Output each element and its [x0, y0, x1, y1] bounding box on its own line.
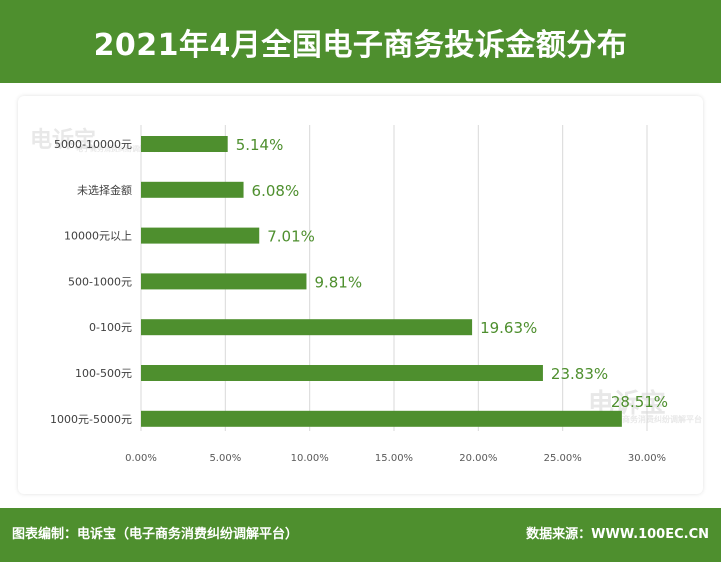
chart-header: 2021年4月全国电子商务投诉金额分布 [0, 0, 721, 83]
category-label: 10000元以上 [64, 230, 132, 243]
x-tick-label: 10.00% [291, 453, 329, 464]
data-label: 5.14% [236, 136, 284, 154]
watermark-sub-bottom: 电子商务消费纠纷调解平台 [606, 415, 702, 424]
category-label: 未选择金额 [77, 183, 132, 197]
x-tick-label: 25.00% [544, 453, 582, 464]
watermark-sub-top: 电子商务消费纠纷调解平台 [76, 145, 160, 153]
bar [141, 227, 260, 244]
data-label: 6.08% [252, 182, 300, 200]
category-label: 1000元-5000元 [50, 413, 132, 426]
bar [141, 136, 228, 152]
category-label: 0-100元 [89, 321, 132, 334]
bar [141, 365, 543, 381]
x-tick-label: 15.00% [375, 453, 413, 464]
footer-credit: 图表编制：电诉宝（电子商务消费纠纷调解平台） [12, 527, 299, 542]
footer-source: 数据来源：WWW.100EC.CN [526, 527, 709, 542]
chart-card: 电诉宝 电子商务消费纠纷调解平台 电诉宝 电子商务消费纠纷调解平台 [18, 96, 703, 494]
x-tick-label: 0.00% [125, 453, 157, 464]
x-tick-label: 5.00% [209, 453, 241, 464]
category-label: 100-500元 [75, 367, 132, 380]
data-label: 28.51% [611, 393, 668, 411]
watermark-brand-top: 电诉宝 [30, 128, 97, 153]
data-label: 9.81% [314, 273, 362, 291]
bar [141, 319, 473, 336]
category-label: 500-1000元 [68, 275, 132, 288]
data-label: 23.83% [551, 365, 608, 383]
category-label: 5000-10000元 [54, 138, 132, 151]
chart-title: 2021年4月全国电子商务投诉金额分布 [93, 27, 628, 63]
x-tick-labels: 0.00% 5.00% 10.00% 15.00% 20.00% 25.00% 30.00% [125, 453, 666, 464]
x-tick-label: 20.00% [459, 453, 497, 464]
bar [141, 181, 244, 198]
bar [141, 410, 622, 427]
bar [141, 273, 307, 290]
chart-footer: 图表编制：电诉宝（电子商务消费纠纷调解平台） 数据来源：WWW.100EC.CN [0, 508, 721, 562]
x-tick-label: 30.00% [628, 453, 666, 464]
bars [141, 136, 622, 427]
data-label: 19.63% [480, 319, 537, 337]
data-label: 7.01% [267, 228, 315, 246]
data-labels: 5.14% 6.08% 7.01% 9.81% 19.63% 23.83%28.51% [236, 136, 668, 411]
